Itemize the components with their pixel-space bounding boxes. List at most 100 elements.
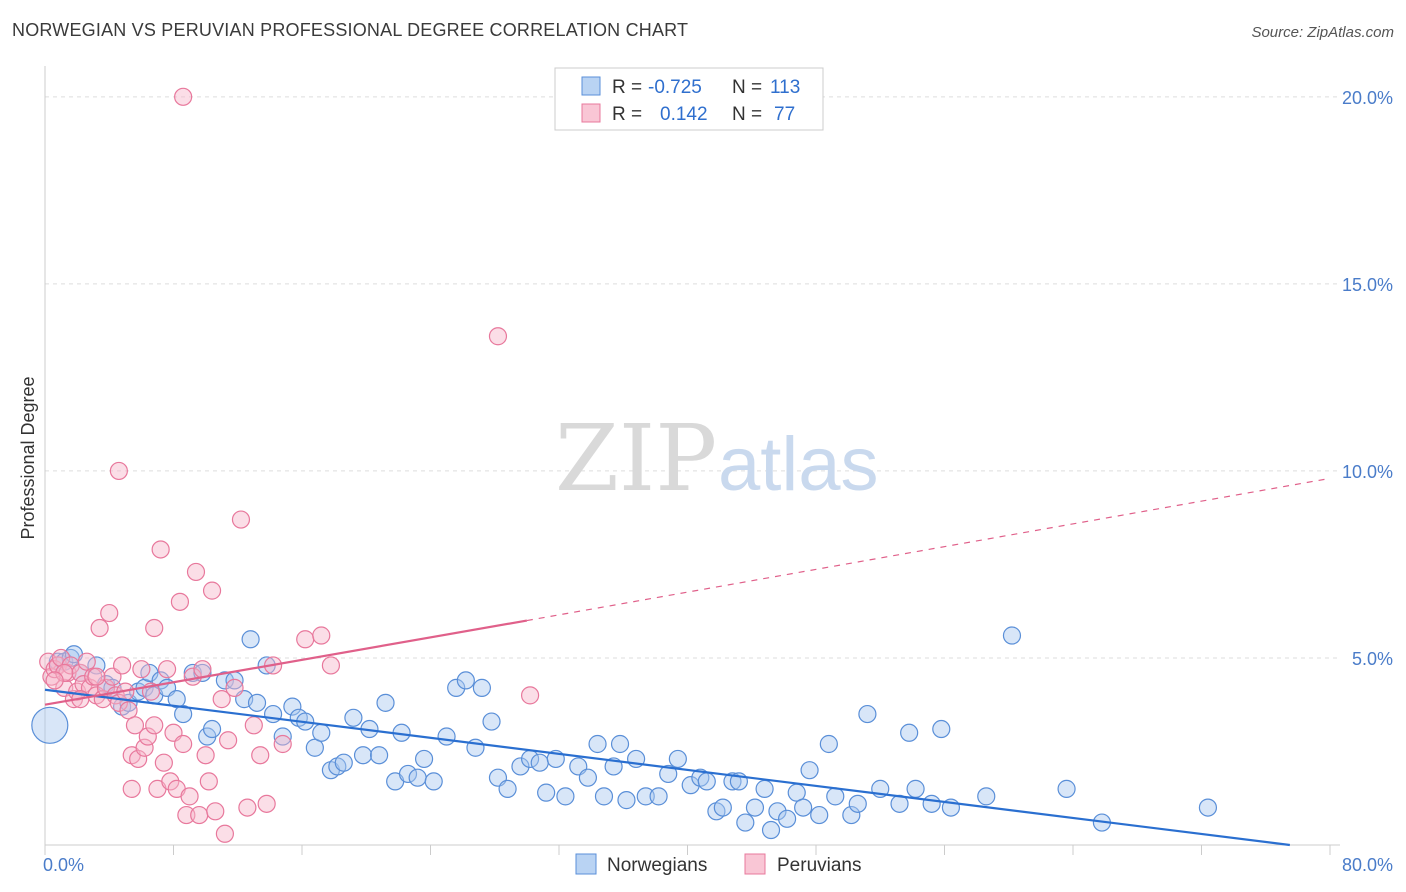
norwegian-point-88	[777, 809, 797, 828]
norwegian-point-73	[649, 787, 668, 806]
legend-swatch-peruvians	[581, 103, 601, 123]
norwegian-point-48	[414, 749, 434, 769]
y-tick-label-2: 15.0%	[1342, 275, 1393, 295]
norwegian-point-95	[842, 805, 861, 825]
norwegian-point-67	[594, 787, 614, 806]
norwegian-point-84	[745, 798, 765, 817]
peruvian-point-36	[154, 753, 173, 772]
legend-n-label-peruvians: N =	[732, 104, 762, 125]
peruvian-point-59	[257, 794, 276, 813]
peruvian-point-70	[215, 824, 234, 843]
norwegian-point-31	[283, 697, 302, 716]
legend-r-value-norwegians: -0.725	[648, 77, 702, 98]
norwegian-point-85	[755, 779, 774, 798]
peruvian-point-62	[296, 630, 315, 649]
norwegian-point-38	[334, 753, 353, 772]
legend-swatch-norwegians	[581, 76, 601, 96]
peruvian-point-42	[174, 734, 193, 754]
norwegian-point-102	[922, 794, 941, 813]
peruvian-point-56	[238, 798, 257, 817]
peruvian-point-37	[157, 660, 177, 679]
peruvian-point-12	[77, 652, 96, 671]
peruvian-point-23	[112, 656, 132, 675]
norwegian-point-75	[668, 749, 687, 769]
watermark-zip: ZIP	[555, 405, 717, 512]
norwegian-point-87	[768, 802, 787, 821]
peruvian-point-49	[196, 746, 215, 765]
norwegian-point-97	[858, 704, 877, 724]
norwegian-point-72	[636, 787, 655, 806]
peruvian-point-66	[488, 327, 508, 346]
norwegian-point-92	[810, 805, 829, 825]
peruvian-point-31	[138, 727, 157, 746]
peruvian-point-73	[87, 667, 106, 686]
norwegian-point-105	[977, 787, 996, 806]
peruvian-point-4	[51, 648, 71, 668]
norwegian-point-78	[697, 772, 716, 791]
trend-lines	[44, 477, 1331, 847]
norwegian-point-42	[370, 746, 389, 765]
tick-labels: 5.0% 10.0% 15.0% 20.0% 0.0% 80.0%	[43, 88, 1393, 875]
peruvian-point-57	[244, 716, 263, 735]
peruvian-point-27	[125, 716, 145, 735]
peruvians-trend-extension	[526, 477, 1331, 622]
peruvian-point-63	[312, 626, 331, 645]
norwegian-point-100	[900, 723, 919, 742]
norwegian-point-69	[610, 734, 630, 754]
peruvian-point-54	[225, 678, 244, 697]
peruvian-point-38	[161, 772, 180, 791]
legend-n-value-peruvians: 77	[774, 104, 795, 125]
norwegian-point-26	[241, 630, 260, 649]
x-tick-label-1: 80.0%	[1342, 855, 1393, 875]
norwegian-point-60	[530, 753, 549, 772]
legend-n-label-norwegians: N =	[732, 77, 762, 98]
norwegian-point-103	[932, 719, 951, 739]
peruvian-point-51	[206, 802, 225, 821]
norwegian-point-57	[498, 779, 517, 798]
series-legend: Norwegians Peruvians	[575, 853, 862, 876]
norwegian-point-81	[723, 772, 742, 791]
watermark: ZIP atlas	[555, 405, 879, 512]
bottom-legend-label-norwegians: Norwegians	[607, 855, 707, 876]
chart-title: NORWEGIAN VS PERUVIAN PROFESSIONAL DEGRE…	[12, 20, 689, 40]
axes	[44, 66, 1340, 855]
peruvian-point-43	[177, 805, 196, 825]
peruvian-point-35	[151, 540, 170, 559]
peruvian-point-16	[90, 618, 109, 638]
peruvian-point-50	[199, 772, 218, 791]
norwegian-point-47	[408, 768, 427, 787]
peruvian-point-69	[202, 581, 222, 600]
watermark-atlas: atlas	[718, 422, 879, 507]
peruvian-point-44	[180, 787, 199, 806]
norwegian-point-101	[906, 779, 925, 798]
peruvian-point-30	[135, 738, 154, 757]
legend-r-value-peruvians: 0.142	[660, 104, 708, 125]
peruvian-point-47	[190, 805, 209, 825]
peruvian-point-41	[170, 592, 190, 611]
peruvian-point-28	[129, 749, 148, 769]
norwegian-point-63	[556, 787, 575, 806]
norwegians-trend-line	[44, 688, 1290, 847]
norwegian-point-109	[1198, 798, 1218, 817]
norwegian-point-52	[456, 671, 475, 690]
peruvian-point-71	[122, 779, 141, 798]
norwegian-point-18	[174, 704, 193, 724]
norwegian-point-94	[826, 787, 845, 806]
norwegian-point-70	[617, 791, 636, 810]
norwegian-point-83	[736, 813, 755, 832]
legend-n-value-norwegians: 113	[770, 77, 800, 98]
norwegian-point-96	[848, 794, 867, 813]
peruvians-trend-line	[44, 619, 528, 706]
norwegian-point-107	[1057, 779, 1076, 798]
norwegian-point-91	[800, 761, 819, 780]
y-tick-label-0: 5.0%	[1352, 649, 1393, 669]
norwegian-point-55	[482, 712, 501, 731]
legend-r-label-norwegians: R =	[612, 77, 642, 98]
norwegian-point-39	[344, 708, 363, 727]
peruvian-point-68	[109, 461, 128, 481]
peruvian-point-67	[174, 87, 193, 106]
peruvian-point-53	[219, 731, 238, 750]
peruvian-point-46	[186, 562, 206, 582]
norwegian-point-51	[447, 678, 466, 697]
norwegian-point-23	[215, 671, 234, 690]
